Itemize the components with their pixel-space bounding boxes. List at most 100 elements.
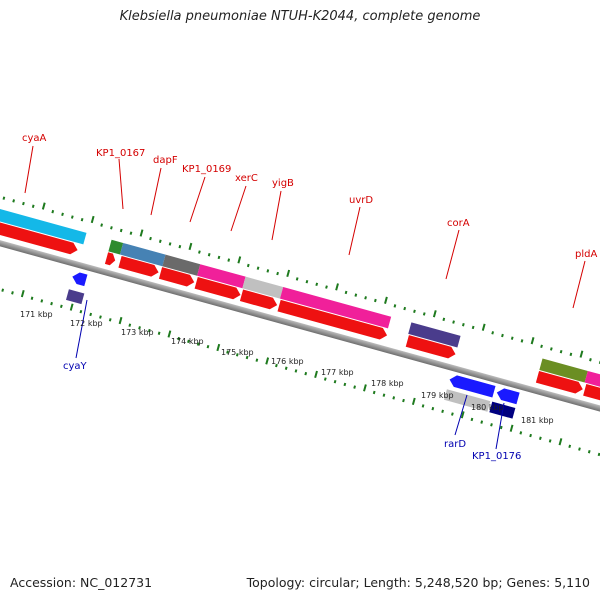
ruler-tick <box>335 283 339 291</box>
ruler-tick <box>491 331 495 335</box>
ruler-tick <box>558 438 563 446</box>
ruler-tick <box>149 236 152 241</box>
kbp-label: 176 kbp <box>271 357 304 366</box>
ruler-tick <box>509 424 514 432</box>
ruler-tick <box>315 282 319 287</box>
ruler-tick <box>530 337 535 345</box>
ruler-tick <box>206 345 210 349</box>
ruler-tick <box>559 349 563 354</box>
feature-kp1-0167 <box>108 239 124 255</box>
label-dapf: dapF <box>153 155 178 166</box>
ruler-tick <box>90 215 95 224</box>
ruler-tick <box>451 412 454 416</box>
ruler-tick <box>421 404 425 408</box>
label-yigb: yigB <box>272 178 294 189</box>
ruler-tick <box>188 242 193 251</box>
ruler-tick <box>480 420 484 424</box>
ruler-tick <box>343 382 347 387</box>
ruler-tick <box>364 296 367 300</box>
cds-arrow-reverse <box>72 272 88 287</box>
label-uvrd: uvrD <box>349 195 373 206</box>
cds-arrow <box>104 252 116 266</box>
ruler-tick <box>22 201 25 206</box>
ruler-tick <box>442 317 446 322</box>
label-cyaA: cyaA <box>22 133 47 144</box>
ruler-tick <box>59 304 63 309</box>
ruler-tick <box>314 370 318 379</box>
ruler-tick <box>99 315 102 319</box>
ruler-tick <box>402 398 405 403</box>
ruler-tick <box>460 411 465 419</box>
kbp-label: 175 kbp <box>221 348 254 357</box>
ruler-tick <box>237 256 242 264</box>
ruler-tick <box>100 223 104 227</box>
ruler-tick <box>128 323 132 327</box>
ruler-tick <box>569 352 573 357</box>
cds-arrow <box>583 384 600 404</box>
ruler-tick <box>384 296 388 304</box>
label-kp1-0167: KP1_0167 <box>96 148 145 159</box>
kbp-label: 174 kbp <box>171 337 204 346</box>
ruler-tick <box>470 417 474 422</box>
kbp-label: 180 kbp <box>471 403 504 412</box>
label-xerc: xerC <box>235 173 258 184</box>
ruler-tick <box>353 385 356 389</box>
ruler-bottom <box>1 288 600 457</box>
ruler-tick <box>70 215 74 219</box>
label-kp1-0176: KP1_0176 <box>472 451 521 462</box>
ruler-tick <box>501 333 504 338</box>
ruler-tick <box>266 269 270 273</box>
ruler-tick <box>276 271 279 276</box>
label-cyaY: cyaY <box>63 361 88 372</box>
ruler-tick <box>20 289 25 298</box>
topology-text: Topology: circular; Length: 5,248,520 bp… <box>246 575 590 590</box>
kbp-label: 171 kbp <box>20 310 53 319</box>
cds-arrow <box>405 335 456 359</box>
ruler-tick <box>529 433 532 438</box>
ruler-tick <box>255 358 259 362</box>
ruler-tick <box>158 239 162 243</box>
ruler-tick <box>519 431 523 435</box>
ruler-tick <box>333 380 337 384</box>
ruler-tick <box>226 350 229 354</box>
cds-arrow-reverse <box>449 375 496 398</box>
feature-cyaA <box>0 206 87 245</box>
kbp-label: 179 kbp <box>421 391 454 400</box>
ruler-top <box>2 196 600 365</box>
ruler-tick <box>578 447 581 451</box>
cds-arrow <box>535 371 583 394</box>
kbp-label: 177 kbp <box>321 368 354 377</box>
ruler-tick <box>382 393 386 397</box>
reverse-gene-labels: cyaY rarD KP1_0176 <box>63 299 521 462</box>
ruler-tick <box>167 330 172 338</box>
feature-dapf <box>119 242 166 267</box>
ruler-tick <box>2 196 6 200</box>
ruler-tick <box>119 228 123 233</box>
kbp-axis-labels: 171 kbp 172 kbp 173 kbp 174 kbp 175 kbp 176 k… <box>20 310 554 425</box>
ruler-tick <box>108 318 112 322</box>
ruler-tick <box>246 263 250 268</box>
cds-arrow <box>0 218 78 255</box>
ruler-tick <box>589 358 592 362</box>
ruler-tick <box>587 450 591 454</box>
ruler-tick <box>431 406 435 411</box>
ruler-tick <box>354 293 358 297</box>
feature-cyaY <box>65 289 85 305</box>
ruler-tick <box>452 320 455 324</box>
cds-arrow <box>118 256 159 277</box>
ruler-tick <box>50 301 53 306</box>
ruler-tick <box>549 347 553 351</box>
feature-xerc <box>197 264 246 289</box>
ruler-tick <box>372 390 376 395</box>
label-kp1-0169: KP1_0169 <box>182 164 231 175</box>
accession-text: Accession: NC_012731 <box>10 575 153 590</box>
feature-plda <box>539 358 588 383</box>
kbp-label: 178 kbp <box>371 379 404 388</box>
forward-gene-labels: cyaA KP1_0167 dapF KP1_0169 xerC yigB uv… <box>22 133 597 309</box>
ruler-tick <box>245 355 249 360</box>
feature-yigb <box>242 276 284 299</box>
ruler-tick <box>31 204 35 208</box>
ruler-tick <box>265 357 270 365</box>
